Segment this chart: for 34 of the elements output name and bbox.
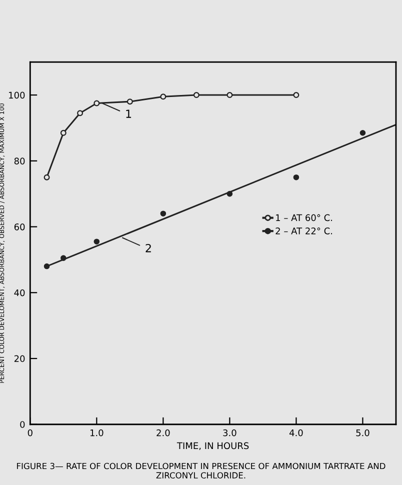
point [160,94,166,100]
legend-label: 1 – AT 60° C. [276,214,332,222]
x-tick-label: 0 [28,429,32,436]
point [94,238,100,244]
y-tick-label: 60 [14,223,25,230]
point [226,92,233,98]
point [293,174,300,180]
annotation: 1 [126,110,132,118]
point [44,174,50,180]
y-tick-label: 100 [9,92,25,99]
x-tick-label: 1.0 [90,429,104,436]
y-tick-label: 20 [14,355,25,362]
y-tick-label: 0 [20,421,25,428]
point [60,255,66,261]
annotation: 2 [146,244,151,252]
point [293,92,300,98]
y-tick-label: 40 [14,289,25,296]
point [94,100,100,106]
x-axis-title: TIME, IN HOURS [176,442,249,450]
point [193,92,200,98]
point [44,263,50,270]
point [226,190,233,197]
point [60,130,66,136]
point [160,210,166,216]
x-tick-label: 3.0 [223,429,236,436]
legend-label: 2 – AT 22° C. [276,228,332,234]
point [360,130,366,136]
caption: FIGURE 3— RATE OF COLOR DEVELOPMENT IN PRESENCE OF AMMONIUM TARTRATE AND ZIRCONYL CHLORIDE. [17,462,386,479]
x-tick-label: 4.0 [289,429,303,436]
y-tick-label: 80 [14,158,25,164]
x-tick-label: 5.0 [356,429,370,436]
point [126,98,133,105]
point [77,110,84,116]
x-tick-label: 2.0 [156,429,170,436]
